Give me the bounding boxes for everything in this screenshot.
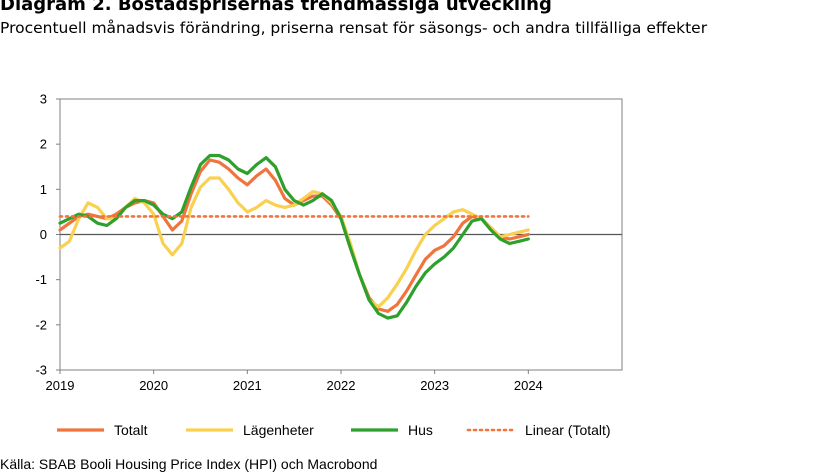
y-tick-label: 1 bbox=[40, 182, 47, 197]
source-note: Källa: SBAB Booli Housing Price Index (H… bbox=[0, 456, 378, 472]
series-line-totalt bbox=[58, 158, 530, 313]
y-tick-label: 3 bbox=[40, 92, 47, 107]
x-tick-label: 2020 bbox=[139, 378, 168, 393]
chart-lines bbox=[58, 153, 530, 320]
y-tick-label: 0 bbox=[40, 227, 47, 242]
chart-subtitle: Procentuell månadsvis förändring, priser… bbox=[0, 19, 708, 37]
legend-label-lagenheter: Lägenheter bbox=[243, 422, 314, 438]
y-tick-label: -1 bbox=[35, 272, 47, 287]
x-tick-label: 2024 bbox=[514, 378, 543, 393]
x-tick-label: 2021 bbox=[233, 378, 262, 393]
x-tick-label: 2022 bbox=[327, 378, 356, 393]
x-tick-label: 2023 bbox=[420, 378, 449, 393]
y-tick-label: 2 bbox=[40, 137, 47, 152]
chart-legend: Totalt Lägenheter Hus Linear (Totalt) bbox=[57, 422, 611, 438]
x-tick-label: 2019 bbox=[46, 378, 75, 393]
y-tick-label: -2 bbox=[35, 317, 47, 332]
legend-label-linear: Linear (Totalt) bbox=[525, 422, 611, 438]
legend-label-totalt: Totalt bbox=[114, 422, 148, 438]
chart-title: Diagram 2. Bostadsprisernas trendmässiga… bbox=[0, 0, 552, 15]
y-tick-label: -3 bbox=[35, 363, 47, 378]
series-line-hus bbox=[58, 153, 530, 320]
legend-label-hus: Hus bbox=[408, 422, 433, 438]
